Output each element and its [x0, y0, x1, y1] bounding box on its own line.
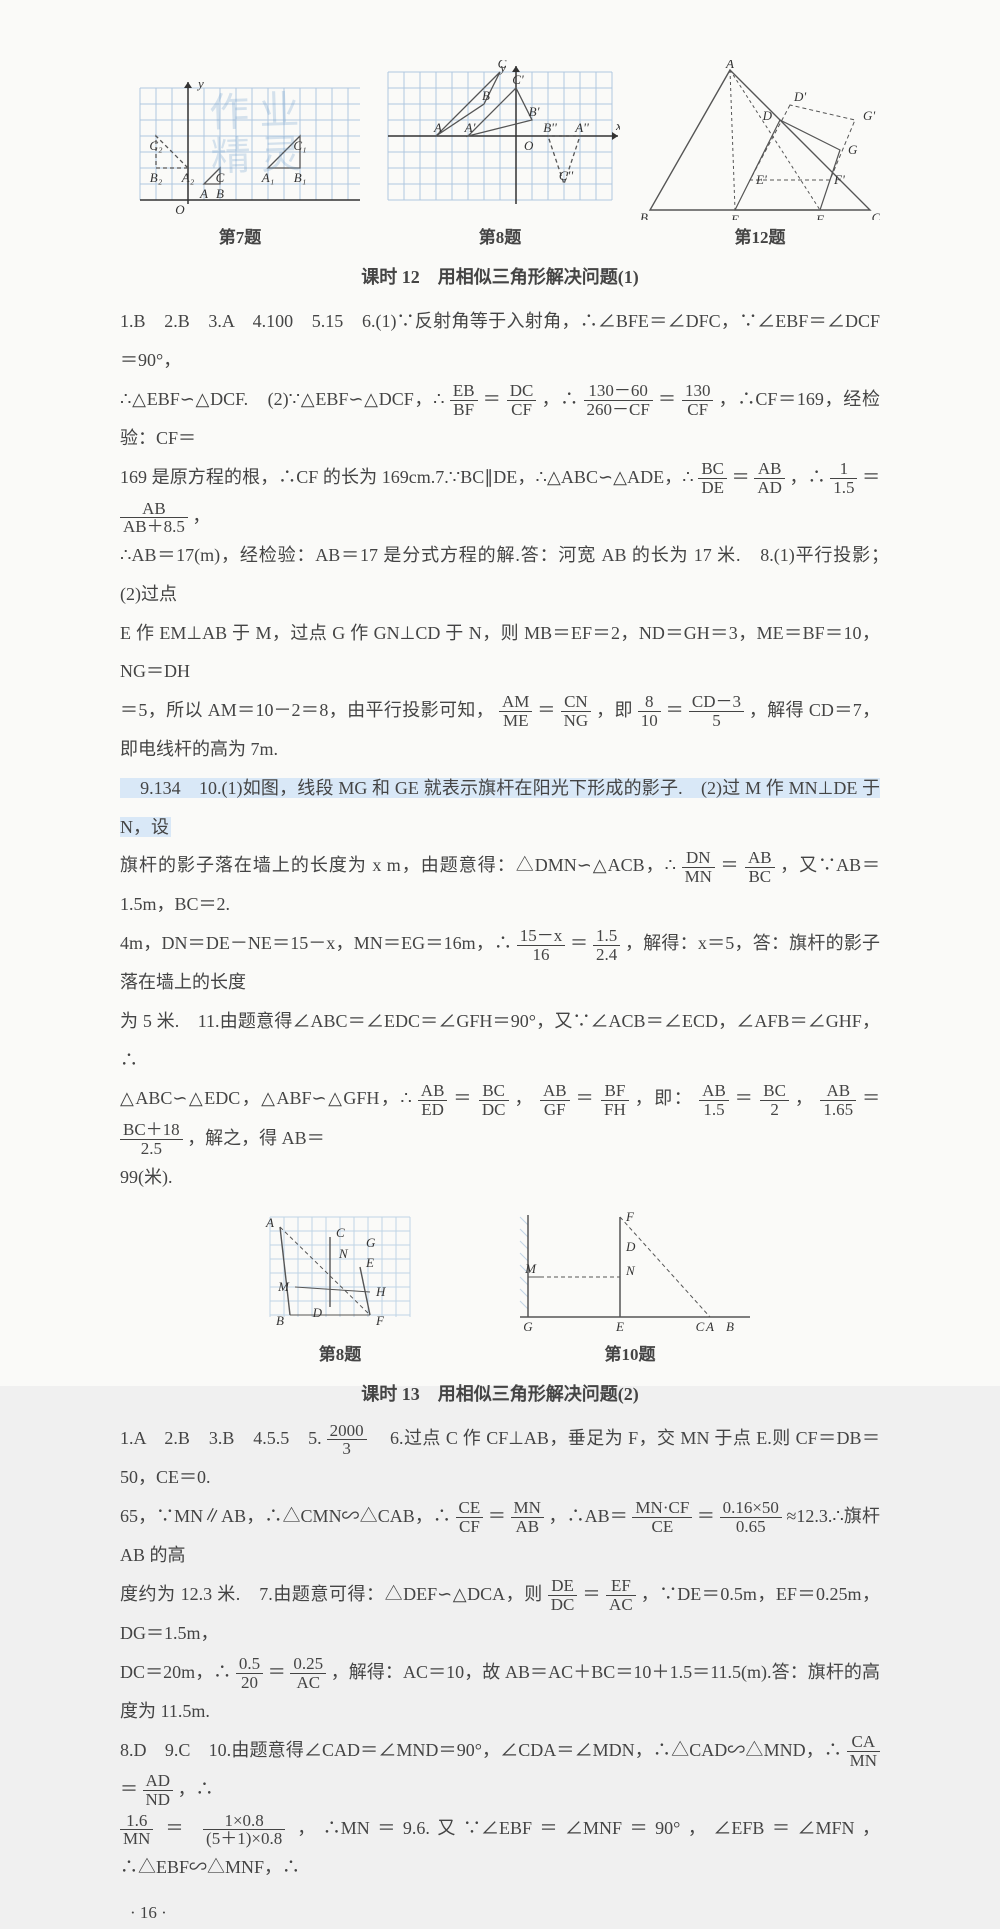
svg-text:B: B — [216, 186, 224, 201]
svg-text:B₂: B₂ — [150, 170, 163, 185]
svg-text:H: H — [375, 1284, 386, 1299]
svg-text:E: E — [365, 1255, 374, 1270]
svg-text:D: D — [312, 1305, 323, 1320]
svg-text:G: G — [848, 142, 858, 157]
svg-text:O: O — [524, 138, 534, 153]
s13-p1a: 1.A 2.B 3.B 4.5.5 5. — [120, 1428, 322, 1448]
figure-7: OxyABCA₁B₁C₁A₂B₂C₂ 第7题 — [120, 60, 360, 254]
svg-text:A: A — [433, 120, 442, 135]
s12-p12: 99(米). — [120, 1167, 173, 1187]
s13-p5a: 8.D 9.C 10.由题意得∠CAD＝∠MND＝90°，∠CDA＝∠MDN，∴… — [120, 1740, 842, 1760]
svg-text:A: A — [725, 60, 734, 71]
figure-8: OxyABCA'B'C'A''B''C'' 第8题 — [380, 60, 620, 254]
svg-text:C: C — [696, 1319, 705, 1334]
svg-text:x: x — [615, 118, 620, 133]
svg-text:A₁: A₁ — [261, 170, 274, 185]
svg-text:C₂: C₂ — [149, 138, 163, 153]
page: 作 业 精 灵 OxyABCA₁B₁C₁A₂B₂C₂ 第7题 OxyABCA'B… — [0, 0, 1000, 1386]
section-12-title: 课时 12 用相似三角形解决问题(1) — [120, 260, 880, 294]
svg-text:y: y — [196, 76, 204, 91]
svg-text:B: B — [276, 1313, 284, 1328]
section-13-title: 课时 13 用相似三角形解决问题(2) — [120, 1377, 880, 1411]
s12-p7: 9.134 10.(1)如图，线段 MG 和 GE 就表示旗杆在阳光下形成的影子… — [120, 778, 880, 837]
svg-text:M: M — [277, 1279, 290, 1294]
svg-text:N: N — [338, 1246, 349, 1261]
svg-text:C': C' — [512, 72, 524, 87]
svg-text:A₂: A₂ — [181, 170, 195, 185]
svg-text:E: E — [730, 212, 739, 220]
svg-text:C: C — [216, 170, 225, 185]
s13-p2a: 65，∵MN∥AB，∴△CMN∽△CAB，∴ — [120, 1506, 451, 1526]
figure-8-label: 第8题 — [380, 222, 620, 254]
svg-text:A: A — [705, 1319, 714, 1334]
section-12-body: 1.B 2.B 3.A 4.100 5.15 6.(1)∵反射角等于入射角，∴∠… — [120, 302, 880, 1196]
svg-text:D: D — [762, 108, 773, 123]
svg-text:C: C — [498, 60, 507, 71]
s12-p11a: △ABC∽△EDC，△ABF∽△GFH，∴ — [120, 1088, 412, 1108]
s12-p8a: 旗杆的影子落在墙上的长度为 x m，由题意得：△DMN∽△ACB，∴ — [120, 855, 676, 875]
svg-text:F: F — [375, 1313, 385, 1328]
page-number: · 16 · — [120, 1897, 880, 1929]
svg-text:G': G' — [863, 108, 875, 123]
svg-text:A': A' — [464, 120, 476, 135]
s12-p1: 1.B 2.B 3.A 4.100 5.15 6.(1)∵反射角等于入射角，∴∠… — [120, 311, 880, 370]
s12-p9a: 4m，DN＝DE－NE＝15－x，MN＝EG＝16m，∴ — [120, 933, 512, 953]
svg-text:F: F — [625, 1209, 635, 1224]
s12-p5: E 作 EM⊥AB 于 M，过点 G 作 GN⊥CD 于 N，则 MB＝EF＝2… — [120, 623, 880, 682]
svg-text:G: G — [366, 1235, 376, 1250]
svg-text:B'': B'' — [543, 120, 557, 135]
svg-text:F: F — [815, 212, 825, 220]
figure-10b-svg: FD E G M N AB C — [500, 1207, 760, 1337]
figure-12-svg: A B C D D' E E' F F'G G' — [640, 60, 880, 220]
s12-p2a: ∴△EBF∽△DCF. (2)∵△EBF∽△DCF，∴ — [120, 389, 445, 409]
svg-text:M: M — [524, 1261, 537, 1276]
figure-8b-label: 第8题 — [240, 1339, 440, 1371]
figure-7-svg: OxyABCA₁B₁C₁A₂B₂C₂ — [120, 60, 360, 220]
svg-text:C: C — [336, 1225, 345, 1240]
s12-p4: ∴AB＝17(m)，经检验：AB＝17 是分式方程的解.答：河宽 AB 的长为 … — [120, 545, 898, 604]
figure-8b: A B C D E F G H M N 第8题 — [240, 1207, 440, 1371]
s13-p3a: 度约为 12.3 米. 7.由题意可得：△DEF∽△DCA，则 — [120, 1584, 543, 1604]
svg-text:A'': A'' — [574, 120, 589, 135]
figure-row-1: OxyABCA₁B₁C₁A₂B₂C₂ 第7题 OxyABCA'B'C'A''B'… — [120, 60, 880, 254]
svg-text:A: A — [265, 1215, 274, 1230]
svg-text:D: D — [625, 1239, 636, 1254]
svg-text:C₁: C₁ — [293, 138, 306, 153]
figure-7-label: 第7题 — [120, 222, 360, 254]
svg-text:C: C — [872, 210, 880, 220]
svg-text:N: N — [625, 1263, 636, 1278]
s13-p4a: DC＝20m，∴ — [120, 1662, 231, 1682]
svg-text:E: E — [615, 1319, 624, 1334]
figure-12-label: 第12题 — [640, 222, 880, 254]
figure-12: A B C D D' E E' F F'G G' 第12题 — [640, 60, 880, 254]
section-13-body: 1.A 2.B 3.B 4.5.5 5. 20003 6.过点 C 作 CF⊥A… — [120, 1419, 880, 1887]
svg-text:B': B' — [529, 104, 540, 119]
figure-row-2: ABCDEFGHMN 第8题 FDEGMNABC 第10题 — [120, 1207, 880, 1371]
s12-p10: 为 5 米. 11.由题意得∠ABC＝∠EDC＝∠GFH＝90°，又∵∠ACB＝… — [120, 1011, 880, 1070]
svg-text:E': E' — [755, 172, 767, 187]
svg-text:B: B — [726, 1319, 734, 1334]
svg-text:F': F' — [833, 172, 845, 187]
figure-8-svg: OxyABCA'B'C'A''B''C'' — [380, 60, 620, 220]
svg-text:B: B — [640, 210, 648, 220]
svg-text:C'': C'' — [559, 168, 573, 183]
svg-text:O: O — [175, 202, 185, 217]
s12-p3a: 169 是原方程的根，∴CF 的长为 169cm.7.∵BC∥DE，∴△ABC∽… — [120, 467, 694, 487]
svg-text:B₁: B₁ — [294, 170, 306, 185]
figure-8b-svg: A B C D E F G H M N — [240, 1207, 440, 1337]
svg-text:D': D' — [793, 89, 806, 104]
svg-text:G: G — [523, 1319, 533, 1334]
figure-10b-label: 第10题 — [500, 1339, 760, 1371]
svg-text:B: B — [482, 88, 490, 103]
svg-text:A: A — [199, 186, 208, 201]
s12-p6a: ＝5，所以 AM＝10－2＝8，由平行投影可知， — [120, 700, 494, 720]
figure-10b: FD E G M N AB C 第10题 — [500, 1207, 760, 1371]
